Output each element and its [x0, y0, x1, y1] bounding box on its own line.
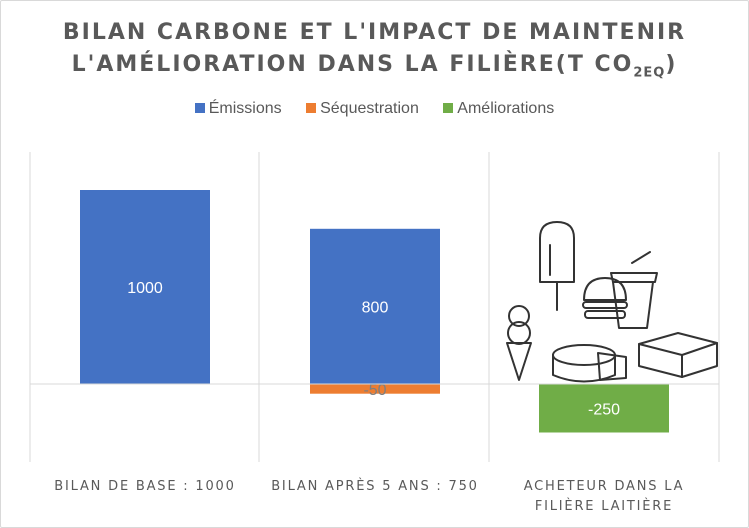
- bar-0-1: [310, 228, 440, 384]
- legend-swatch-ameliorations: [443, 103, 454, 113]
- category-label-1: BILAN APRÈS 5 ANS : 750: [271, 478, 479, 494]
- title-subscript: 2EQ: [633, 65, 666, 81]
- legend-item-ameliorations: Améliorations: [443, 100, 554, 118]
- data-label-2-2: -250: [588, 401, 620, 418]
- category-label-0: BILAN DE BASE : 1000: [54, 479, 235, 494]
- bar-0-0: [80, 190, 210, 384]
- chart-legend: Émissions Séquestration Améliorations: [0, 100, 749, 118]
- data-label-1-1: -50: [363, 382, 386, 399]
- category-label-2: ACHETEUR DANS LA: [524, 479, 685, 494]
- data-label-0-1: 800: [362, 299, 389, 316]
- legend-item-emissions: Émissions: [194, 100, 282, 118]
- category-label-2: FILIÈRE LAITIÈRE: [535, 498, 673, 514]
- dairy-products-icon: [506, 221, 718, 383]
- chart-title-line-2: L'AMÉLIORATION DANS LA FILIÈRE(T CO2EQ): [71, 52, 678, 81]
- chart-title-line-1: BILAN CARBONE ET L'IMPACT DE MAINTENIR: [62, 20, 687, 45]
- legend-swatch-sequestration: [306, 103, 317, 113]
- legend-item-sequestration: Séquestration: [306, 100, 419, 118]
- data-label-0-0: 1000: [127, 280, 163, 297]
- bar-2-2: [539, 384, 669, 433]
- bar-1-1: [310, 384, 440, 394]
- legend-swatch-emissions: [194, 103, 205, 113]
